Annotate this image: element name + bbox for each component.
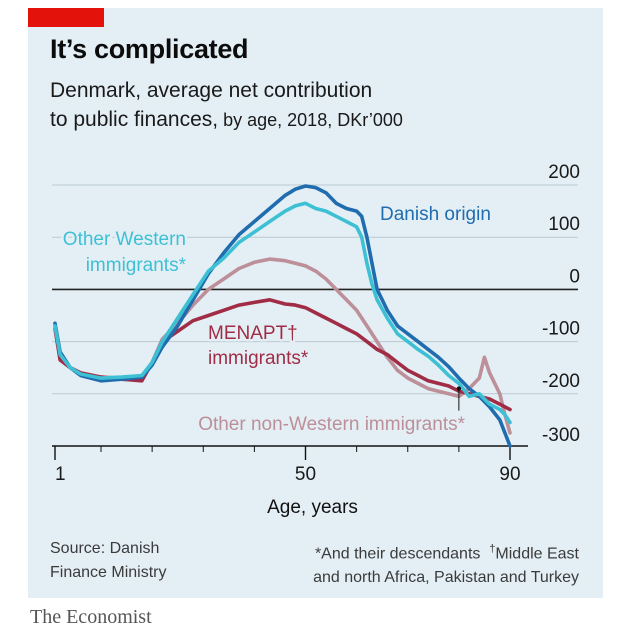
y-tick-label-200: 200 [548,162,580,183]
series-label-menapt-2-halo: immigrants* [208,348,309,369]
footnote-descendants: *And their descendants [314,545,481,563]
footnote-line-2: and north Africa, Pakistan and Turkey [313,569,579,587]
footnote-menapt: Middle East [495,545,579,563]
chart-title: It’s complicated [50,34,249,64]
series-label-other-western-2-halo: immigrants* [86,255,187,276]
annotation-dot-non-western [456,386,462,391]
series-label-menapt-2: immigrants* [208,348,309,369]
series-label-other-non-western: Other non-Western immigrants* [198,414,465,435]
y-tick-label-0: 0 [569,266,580,287]
gridlines [52,184,578,395]
source-line-1: Source: Danish [50,540,160,557]
y-tick-label--100: -100 [542,319,580,340]
series-line-other-non-western [53,257,512,435]
y-tick-labels: 200 100 0 -100 -200 -300 [542,162,580,446]
series-label-other-non-western-halo: Other non-Western immigrants* [198,414,465,435]
series-line-other-western [53,201,512,425]
footnote-line-1: *And their descendants †Middle East [313,537,579,566]
x-tick-label-50: 50 [295,464,316,485]
subtitle-line-2: to public finances, by age, 2018, DKr’00… [50,105,470,135]
subtitle-line-2-main: to public finances, [50,108,219,131]
brand-wordmark: The Economist [30,606,152,628]
y-tick-label--300: -300 [542,425,580,446]
brand-red-tab [28,8,104,27]
series-lines [53,184,512,448]
x-axis: 1 50 90 [52,445,528,485]
series-label-danish-origin: Danish origin [380,204,491,225]
footnote-dagger: † [489,543,496,555]
source-line-2: Finance Ministry [50,564,167,581]
x-tick-label-1: 1 [55,464,66,485]
footnote: *And their descendants †Middle East and … [313,537,579,590]
source-note: Source: Danish Finance Ministry [50,537,166,585]
series-label-other-western-1: Other Western [63,229,186,250]
subtitle-line-1: Denmark, average net contribution [50,79,373,102]
y-tick-label--200: -200 [542,371,580,392]
chart-panel [28,8,603,598]
series-line-danish-origin [53,184,512,448]
x-tick-label-90: 90 [499,464,520,485]
subtitle-line-2-units: by age, 2018, DKr’000 [218,110,403,130]
chart-subtitle: Denmark, average net contribution to pub… [50,76,470,135]
y-tick-label-100: 100 [548,214,580,235]
x-axis-label: Age, years [267,497,358,518]
series-label-other-western-2: immigrants* [86,255,187,276]
series-label-menapt-1: MENAPT† [208,323,298,344]
series-label-danish-origin-halo: Danish origin [380,204,491,225]
series-label-menapt-1-halo: MENAPT† [208,323,298,344]
series-label-other-western-1-halo: Other Western [63,229,186,250]
